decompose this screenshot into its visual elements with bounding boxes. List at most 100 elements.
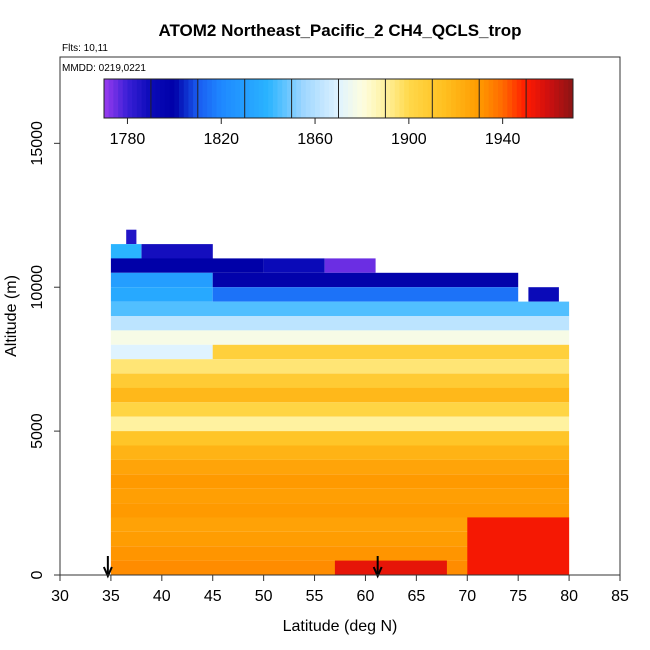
colorbar-segment (554, 79, 560, 118)
x-tick-label: 70 (458, 588, 476, 605)
colorbar-segment (493, 79, 499, 118)
y-axis-label: Altitude (m) (3, 275, 20, 357)
colorbar-segment (155, 79, 161, 118)
heatmap-cell (141, 244, 213, 259)
heatmap-cell (110, 272, 213, 288)
colorbar-segment (193, 79, 199, 118)
heatmap-cell (110, 546, 570, 561)
colorbar-segment (277, 79, 283, 118)
colorbar-segment (436, 79, 443, 118)
colorbar-segment (394, 79, 400, 118)
colorbar-segment (540, 79, 546, 118)
colorbar-segment (502, 79, 508, 118)
colorbar-segment (211, 79, 217, 118)
heatmap-cell (110, 344, 213, 360)
colorbar-segment (113, 79, 119, 118)
x-tick-label: 50 (255, 588, 273, 605)
colorbar-segment (221, 79, 227, 118)
heatmap-cell (110, 503, 570, 518)
colorbar-segment (366, 79, 372, 118)
colorbar-segment (371, 79, 377, 118)
x-tick-label: 55 (306, 588, 324, 605)
colorbar-segment (526, 79, 532, 118)
colorbar-segment (164, 79, 171, 118)
colorbar-segment (300, 79, 307, 118)
heatmap-cell (110, 373, 570, 388)
colorbar-segment (240, 79, 246, 118)
colorbar-segment (507, 79, 513, 118)
colorbar-frame (103, 78, 574, 119)
flight-start-arrow (102, 556, 113, 579)
heatmap-cell (110, 287, 213, 302)
colorbar-segment (188, 79, 194, 118)
colorbar-segment (216, 79, 222, 118)
colorbar-segment (497, 79, 504, 118)
colorbar-segment (315, 79, 321, 118)
colorbar-segment (455, 79, 461, 118)
colorbar-segment (132, 79, 138, 118)
colorbar-segment (385, 79, 391, 118)
heatmap-cell (110, 531, 570, 547)
colorbar-segment (324, 79, 330, 118)
colorbar-segment (338, 79, 344, 118)
colorbar-segment (474, 79, 480, 118)
colorbar-segment (516, 79, 522, 118)
colorbar-segment (549, 79, 555, 118)
colorbar-segment (174, 79, 180, 118)
colorbar-segment (254, 79, 260, 118)
x-tick-label: 75 (509, 588, 527, 605)
colorbar-segment (118, 79, 124, 118)
colorbar-segment (230, 79, 236, 118)
colorbar-segment (319, 79, 325, 118)
colorbar-segment (465, 79, 471, 118)
x-tick-label: 35 (102, 588, 120, 605)
colorbar-segment (357, 79, 363, 118)
colorbar-segment (104, 79, 110, 118)
heatmap-cell (212, 344, 570, 360)
colorbar-segment (258, 79, 264, 118)
colorbar-segment (483, 79, 489, 118)
colorbar-segment (282, 79, 288, 118)
colorbar-segment (460, 79, 466, 118)
colorbar-tick-label: 1860 (297, 131, 333, 148)
y-tick-label: 15000 (29, 121, 46, 166)
heatmap-cell (110, 244, 142, 259)
colorbar-segment (535, 79, 541, 118)
colorbar-segment (225, 79, 232, 118)
colorbar-segment (141, 79, 147, 118)
colorbar-segment (488, 79, 494, 118)
x-tick-label: 40 (153, 588, 171, 605)
heatmap-cell (110, 416, 570, 432)
x-tick-label: 60 (357, 588, 375, 605)
colorbar-segment (150, 79, 156, 118)
colorbar-segment (207, 79, 213, 118)
colorbar-segment (108, 79, 114, 118)
heatmap-cell (467, 517, 570, 575)
colorbar-segment (558, 79, 565, 118)
colorbar-segment (408, 79, 414, 118)
colorbar-segment (202, 79, 208, 118)
colorbar-segment (376, 79, 382, 118)
heatmap-cell (528, 287, 559, 302)
heatmap-cell (110, 445, 570, 460)
heatmap-cell (110, 402, 570, 417)
colorbar-segment (521, 79, 527, 118)
colorbar-segment (136, 79, 142, 118)
heatmap-cell (110, 517, 570, 532)
y-tick-label: 5000 (29, 413, 46, 449)
y-tick-label: 0 (29, 570, 46, 579)
colorbar-segment (263, 79, 269, 118)
heatmap-cell (110, 330, 570, 345)
colorbar-segment (329, 79, 335, 118)
colorbar-tick-label: 1900 (391, 131, 427, 148)
colorbar-segment (244, 79, 250, 118)
heatmap-cells (110, 229, 570, 575)
heatmap-cell (110, 258, 264, 273)
x-tick-label: 85 (611, 588, 629, 605)
heatmap-cell (212, 272, 519, 288)
heatmap-cell (110, 387, 570, 403)
dates-annotation: MMDD: 0219,0221 (62, 63, 146, 74)
colorbar-segment (169, 79, 175, 118)
colorbar-segment (268, 79, 274, 118)
